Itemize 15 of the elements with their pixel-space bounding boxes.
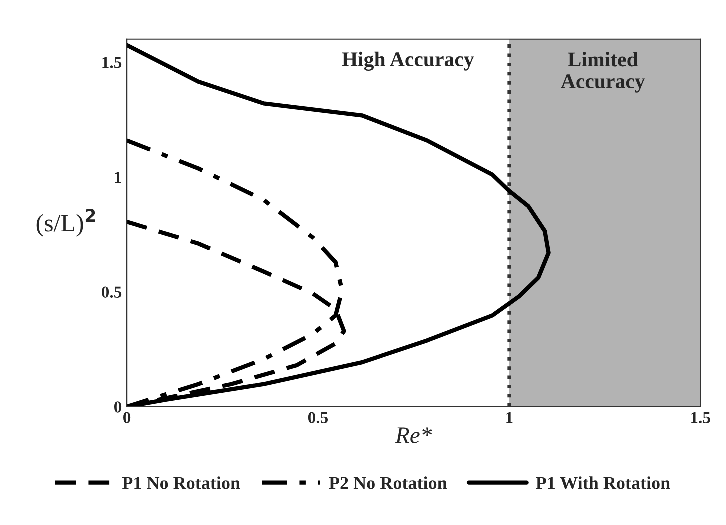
x-axis-title: Re*	[395, 428, 432, 444]
annotation: High Accuracy	[342, 52, 474, 71]
y-tick-label: 1.5	[102, 57, 122, 68]
y-tick-label: 0	[114, 402, 122, 413]
x-tick-label: 0.5	[308, 412, 328, 424]
legend-label: P1 No Rotation	[122, 476, 240, 490]
x-tick-label: 0	[124, 412, 131, 424]
x-tick-label: 1.5	[692, 412, 710, 424]
y-tick-label: 1	[115, 172, 122, 183]
y-axis-title: (s/L)$^{2}$	[36, 209, 96, 237]
x-tick-label: 1	[506, 412, 513, 424]
legend-label: P1 With Rotation	[536, 476, 670, 490]
legend-label: P2 No Rotation	[329, 476, 448, 490]
y-tick-label: 0.5	[102, 286, 122, 298]
annotation: Limited Accuracy	[561, 52, 646, 93]
